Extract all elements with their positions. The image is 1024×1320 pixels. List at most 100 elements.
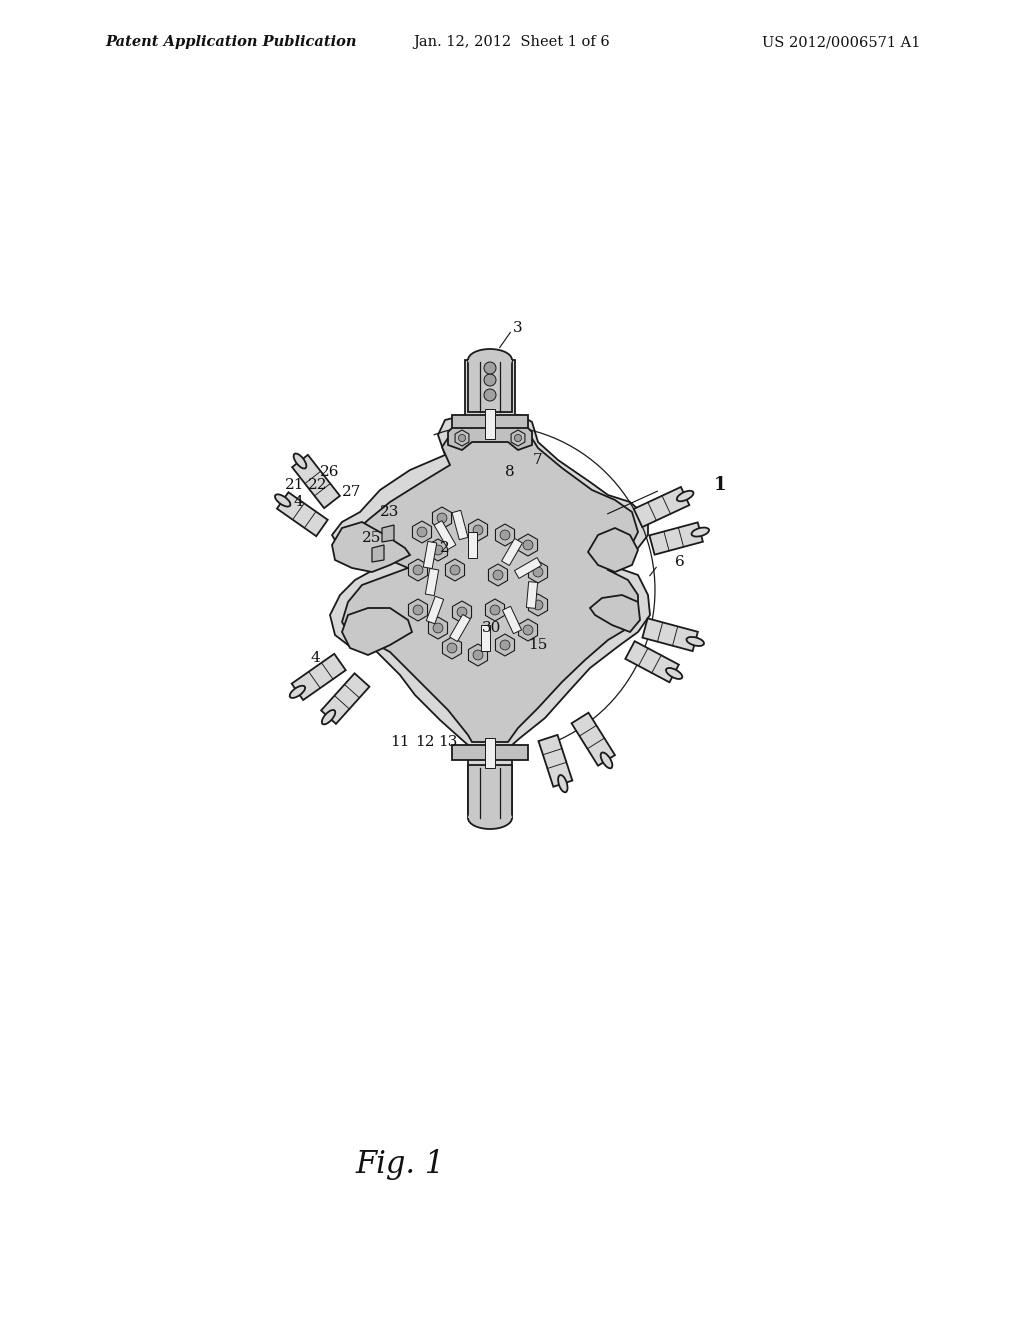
Ellipse shape [558,775,567,792]
Circle shape [447,643,457,653]
Polygon shape [485,409,495,440]
Polygon shape [432,507,452,529]
Polygon shape [468,532,476,558]
Text: 7: 7 [534,453,543,467]
Circle shape [433,545,443,554]
Polygon shape [496,524,514,546]
Text: 12: 12 [416,735,435,748]
Circle shape [484,362,496,374]
Circle shape [500,640,510,649]
Ellipse shape [290,685,305,698]
Polygon shape [518,619,538,642]
Text: 4: 4 [310,651,319,665]
Polygon shape [485,599,505,620]
Circle shape [459,434,466,442]
Polygon shape [634,487,689,527]
Polygon shape [434,520,456,549]
Polygon shape [450,615,470,642]
Polygon shape [455,430,469,446]
Ellipse shape [275,495,291,507]
Polygon shape [372,545,384,562]
Text: Jan. 12, 2012  Sheet 1 of 6: Jan. 12, 2012 Sheet 1 of 6 [414,36,610,49]
Circle shape [473,525,483,535]
Polygon shape [468,644,487,667]
Polygon shape [452,744,528,760]
Text: 21: 21 [286,478,305,492]
Circle shape [417,527,427,537]
Text: 26: 26 [321,465,340,479]
Polygon shape [528,594,548,616]
Text: 13: 13 [438,735,458,748]
Circle shape [534,601,543,610]
Text: 3: 3 [513,321,523,335]
Polygon shape [413,521,431,543]
Circle shape [413,605,423,615]
Ellipse shape [691,528,709,536]
Polygon shape [445,558,465,581]
Polygon shape [526,582,538,609]
Ellipse shape [686,638,703,645]
Polygon shape [428,539,447,561]
Polygon shape [626,642,679,682]
Polygon shape [528,561,548,583]
Polygon shape [452,511,468,540]
Text: 2: 2 [440,541,450,554]
Ellipse shape [294,454,306,469]
Polygon shape [428,616,447,639]
Polygon shape [276,492,328,536]
Text: 6: 6 [675,554,685,569]
Circle shape [413,565,423,576]
Polygon shape [502,539,522,565]
Circle shape [523,626,532,635]
Ellipse shape [322,710,335,725]
Text: US 2012/0006571 A1: US 2012/0006571 A1 [762,36,920,49]
Text: 25: 25 [362,531,382,545]
Ellipse shape [468,348,512,371]
Circle shape [484,374,496,385]
Polygon shape [426,597,443,624]
Polygon shape [453,601,471,623]
Circle shape [493,570,503,579]
Circle shape [484,389,496,401]
Polygon shape [330,360,650,814]
Polygon shape [539,735,572,787]
Text: 27: 27 [342,484,361,499]
Text: 23: 23 [380,506,399,519]
Polygon shape [518,535,538,556]
Polygon shape [488,564,508,586]
Polygon shape [468,519,487,541]
Polygon shape [449,428,532,450]
Polygon shape [571,713,615,766]
Text: 11: 11 [390,735,410,748]
Polygon shape [503,606,521,634]
Polygon shape [442,638,462,659]
Polygon shape [322,673,370,723]
Polygon shape [292,653,346,700]
Text: Fig. 1: Fig. 1 [355,1150,444,1180]
Circle shape [457,607,467,616]
Text: 8: 8 [505,465,515,479]
Polygon shape [468,766,512,818]
Polygon shape [485,738,495,768]
Ellipse shape [677,491,693,502]
Polygon shape [480,624,489,651]
Polygon shape [649,523,702,554]
Polygon shape [409,558,428,581]
Polygon shape [511,430,525,446]
Polygon shape [292,455,340,508]
Circle shape [437,513,446,523]
Polygon shape [642,618,697,651]
Ellipse shape [666,668,682,678]
Ellipse shape [601,752,612,768]
Polygon shape [382,525,394,543]
Polygon shape [342,420,638,742]
Text: Patent Application Publication: Patent Application Publication [105,36,356,49]
Circle shape [534,568,543,577]
Text: 4: 4 [293,495,303,510]
Text: 30: 30 [482,620,502,635]
Polygon shape [590,595,640,632]
Polygon shape [588,528,638,572]
Polygon shape [423,541,436,569]
Polygon shape [332,521,410,572]
Circle shape [523,540,532,550]
